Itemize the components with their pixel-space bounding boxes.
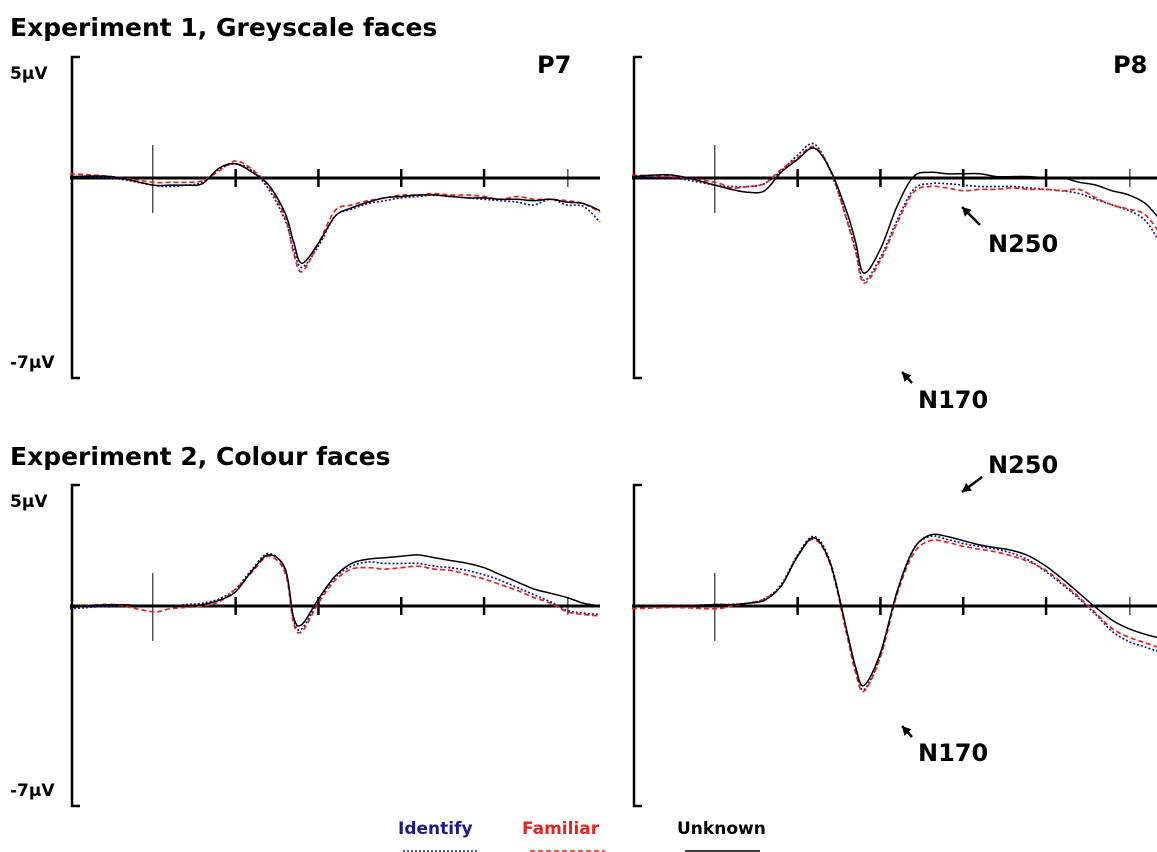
series-familiar-line [69,160,601,273]
panel-exp1-p7: 5µV -7µV P7 [10,51,601,380]
annotation-arrowhead-n250 [962,482,972,492]
series-identify-line [69,162,601,269]
y-max-label: 5µV [10,64,48,84]
electrode-label: P8 [1113,51,1147,79]
y-axis-bracket [70,483,80,808]
y-max-label: 5µV [10,492,48,512]
series-unknown-line [69,162,601,264]
series-unknown-line [69,554,601,627]
series-familiar-line [69,555,601,634]
panel-exp2-left: 5µV -7µV [10,483,601,808]
panel-exp1-p8: P8 N250 N170 [631,51,1157,414]
series-familiar-line [631,145,1157,284]
annotation-n250: N250 [988,230,1058,258]
electrode-label: P7 [537,51,571,79]
series-unknown-line [631,533,1157,687]
experiment-2-title: Experiment 2, Colour faces [10,442,391,471]
y-axis-bracket [632,55,642,380]
annotation-n170: N170 [918,386,988,414]
legend: Identify Familiar Unknown [398,819,766,852]
y-min-label: -7µV [10,781,55,801]
annotation-n250: N250 [988,451,1058,479]
experiment-1-title: Experiment 1, Greyscale faces [10,13,437,42]
panel-exp2-right: N250 N170 [631,451,1157,808]
y-axis-bracket [632,483,642,808]
annotation-arrowhead-n170 [902,726,912,736]
series-unknown-line [631,147,1157,274]
series-identify-line [631,142,1157,282]
series-identify-line [631,535,1157,691]
series-identify-line [69,552,601,631]
legend-label-unknown: Unknown [677,819,766,839]
annotation-arrowhead-n250 [962,207,972,217]
y-min-label: -7µV [10,353,55,373]
annotation-n170: N170 [918,739,988,767]
annotation-arrowhead-n170 [902,372,912,382]
legend-label-familiar: Familiar [522,819,600,839]
y-axis-bracket [70,55,80,380]
legend-label-identify: Identify [398,819,473,839]
series-familiar-line [631,538,1157,693]
